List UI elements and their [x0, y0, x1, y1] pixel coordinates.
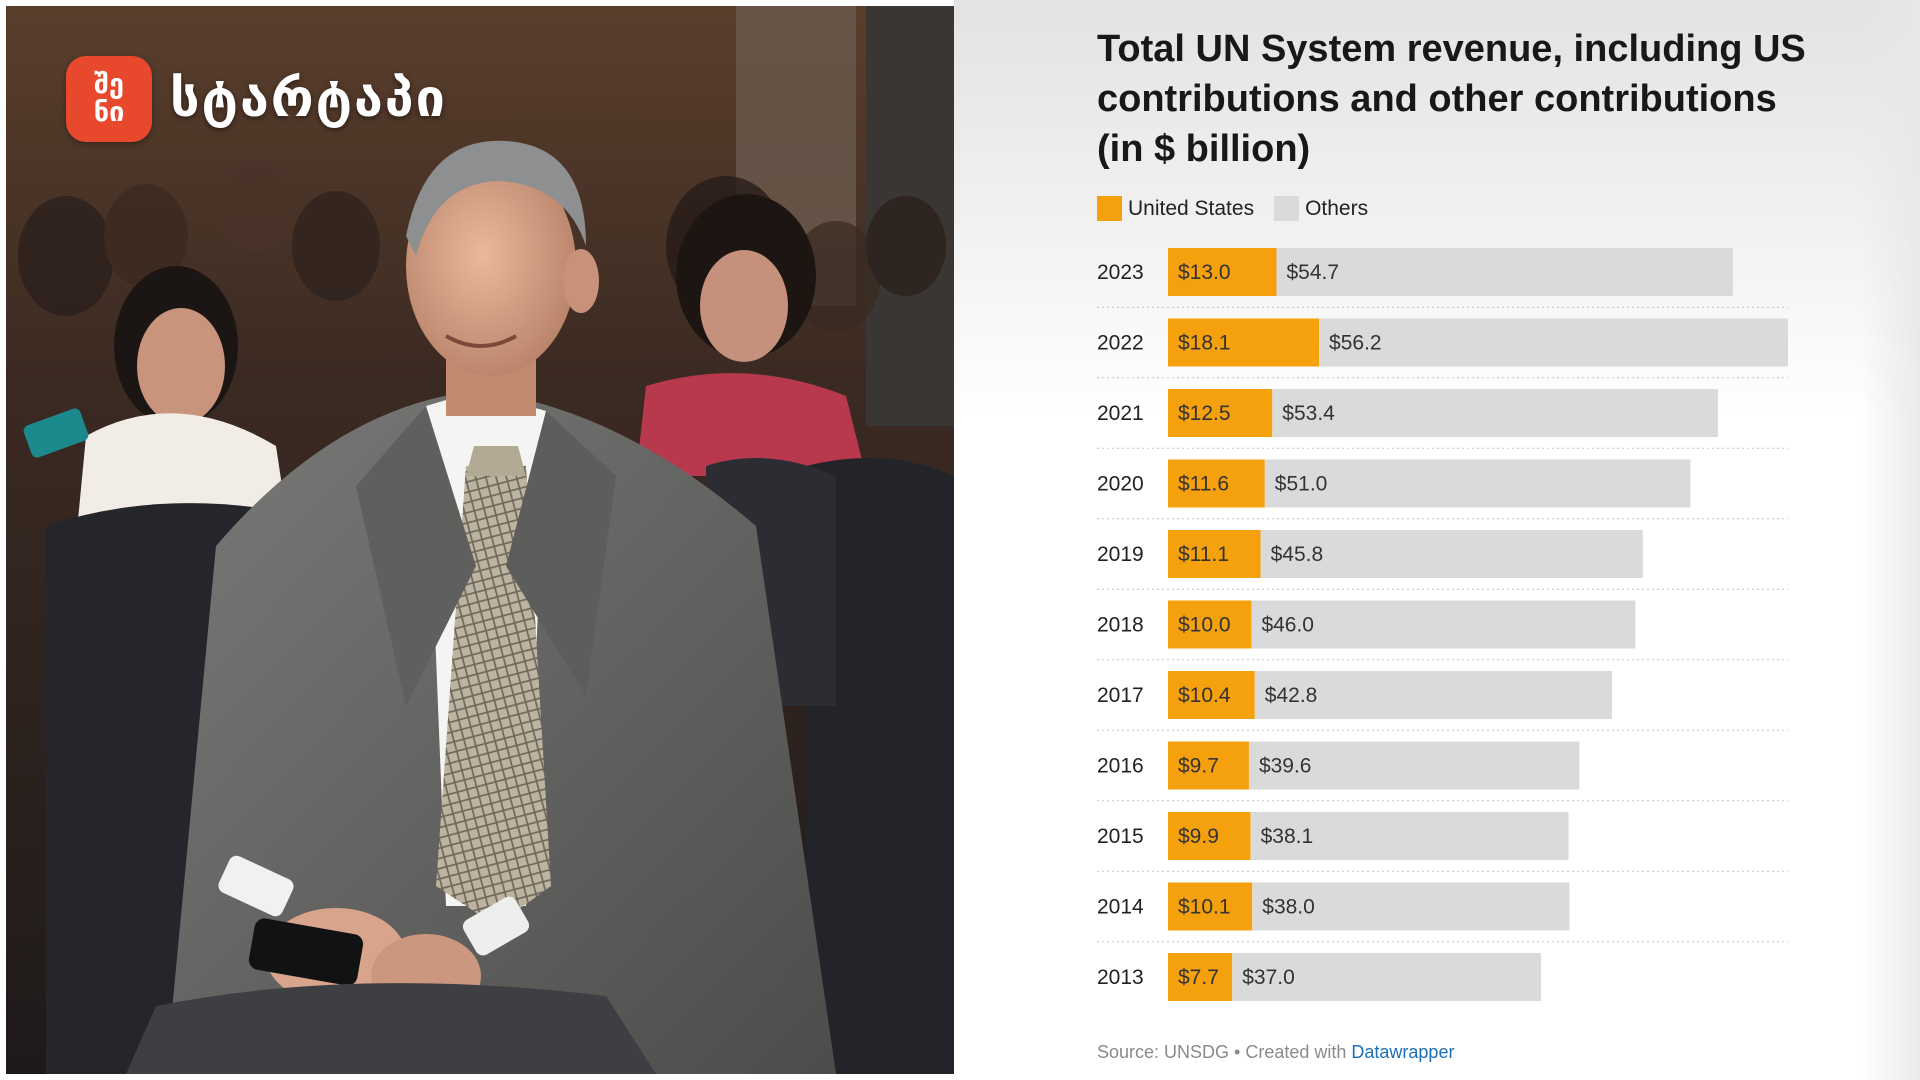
data-label-others-2022: $56.2 [1329, 332, 1382, 355]
category-label-2020: 2020 [1097, 473, 1144, 496]
logo-badge-line1: შე [94, 69, 124, 100]
chart-panel: Total UN System revenue, including US co… [954, 0, 1920, 1080]
bar-others-2020 [1264, 459, 1691, 508]
data-label-others-2018: $46.0 [1261, 614, 1314, 637]
logo-wordmark: სტარტაპი [170, 69, 447, 129]
bar-united-states-2016 [1168, 741, 1249, 790]
bar-united-states-2019 [1168, 530, 1261, 578]
bar-united-states-2017 [1168, 671, 1255, 719]
bar-united-states-2013 [1168, 953, 1233, 1001]
data-label-others-2019: $45.8 [1271, 543, 1324, 566]
category-label-2013: 2013 [1097, 966, 1144, 989]
legend-item-others: Others [1274, 196, 1368, 221]
data-label-united-states-2019: $11.1 [1178, 543, 1229, 566]
bar-others-2021 [1272, 389, 1718, 437]
data-label-others-2013: $37.0 [1242, 966, 1295, 989]
datawrapper-link[interactable]: Datawrapper [1351, 1042, 1455, 1062]
category-label-2018: 2018 [1097, 614, 1144, 637]
legend-label-united-states: United States [1128, 196, 1255, 220]
bar-united-states-2018 [1168, 600, 1252, 649]
data-label-others-2021: $53.4 [1282, 402, 1335, 425]
legend-label-others: Others [1305, 196, 1369, 220]
bar-chart: 2023 $13.0 $54.7 2022 $18.1 $56.2 2021 $12.5 $53… [1097, 248, 1788, 1001]
data-label-united-states-2022: $18.1 [1178, 332, 1231, 355]
bar-others-2017 [1254, 671, 1612, 719]
bar-others-2018 [1251, 600, 1636, 649]
logo-badge-line2: ნი [93, 97, 125, 128]
photo-panel: შე ნი სტარტაპი [6, 6, 954, 1074]
data-label-united-states-2014: $10.1 [1178, 896, 1231, 919]
data-label-united-states-2021: $12.5 [1178, 402, 1231, 425]
chart-legend: United States Others [1097, 196, 1388, 221]
bar-others-2015 [1250, 812, 1569, 860]
bar-united-states-2021 [1168, 389, 1273, 437]
conference-photo [6, 6, 954, 1074]
source-line: Source: UNSDG • Created with Datawrapper [1097, 1042, 1454, 1063]
bar-united-states-2014 [1168, 882, 1253, 931]
data-label-united-states-2015: $9.9 [1178, 825, 1219, 848]
data-label-united-states-2018: $10.0 [1178, 614, 1231, 637]
logo-badge: შე ნი [66, 56, 152, 142]
category-label-2023: 2023 [1097, 261, 1144, 284]
source-text: Source: UNSDG • Created with [1097, 1042, 1352, 1062]
bar-others-2014 [1252, 882, 1570, 931]
bar-others-2022 [1319, 318, 1788, 367]
brand-logo: შე ნი სტარტაპი [66, 56, 447, 142]
bar-others-2023 [1276, 248, 1733, 296]
data-label-united-states-2013: $7.7 [1178, 966, 1219, 989]
data-label-others-2017: $42.8 [1265, 684, 1318, 707]
category-label-2022: 2022 [1097, 332, 1144, 355]
category-label-2016: 2016 [1097, 755, 1144, 778]
category-label-2014: 2014 [1097, 896, 1144, 919]
bar-united-states-2023 [1168, 248, 1277, 296]
category-label-2015: 2015 [1097, 825, 1144, 848]
data-label-others-2016: $39.6 [1259, 755, 1312, 778]
chart-title: Total UN System revenue, including US co… [1097, 28, 1806, 170]
category-label-2017: 2017 [1097, 684, 1144, 707]
data-label-others-2023: $54.7 [1286, 261, 1339, 284]
bar-united-states-2022 [1168, 318, 1320, 367]
data-label-united-states-2017: $10.4 [1178, 684, 1231, 707]
data-label-others-2014: $38.0 [1262, 896, 1315, 919]
legend-swatch-united-states [1097, 196, 1122, 221]
data-label-united-states-2016: $9.7 [1178, 755, 1219, 778]
bar-united-states-2015 [1168, 812, 1251, 860]
data-label-others-2015: $38.1 [1261, 825, 1314, 848]
legend-swatch-others [1274, 196, 1300, 221]
data-label-united-states-2023: $13.0 [1178, 261, 1231, 284]
category-label-2021: 2021 [1097, 402, 1144, 425]
bar-united-states-2020 [1168, 459, 1265, 508]
data-label-united-states-2020: $11.6 [1178, 473, 1229, 496]
category-label-2019: 2019 [1097, 543, 1144, 566]
legend-item-united-states: United States [1097, 196, 1254, 221]
bar-others-2019 [1260, 530, 1643, 578]
data-label-others-2020: $51.0 [1275, 473, 1328, 496]
bar-others-2016 [1248, 741, 1580, 790]
bar-others-2013 [1232, 953, 1542, 1001]
